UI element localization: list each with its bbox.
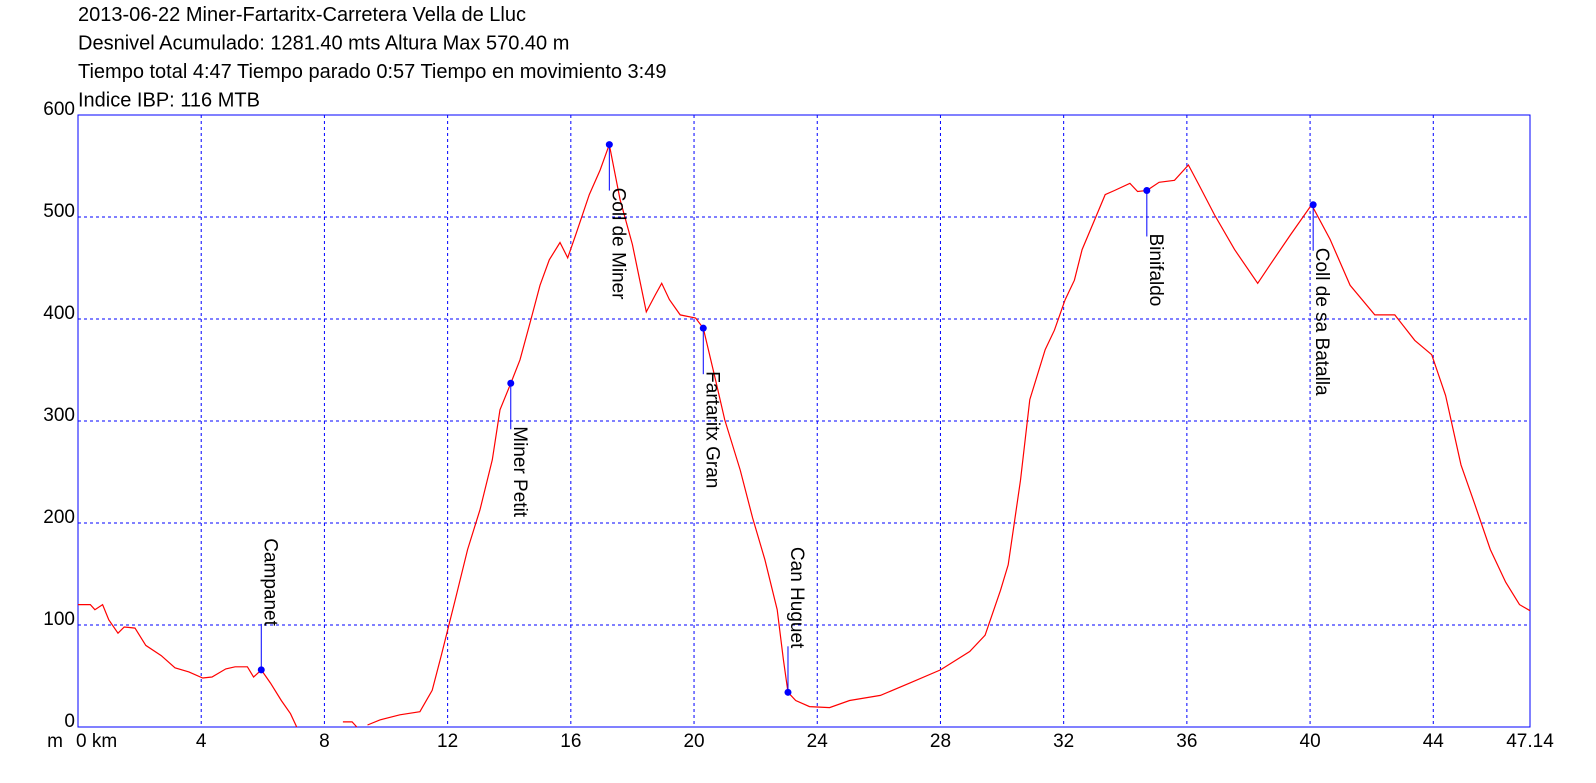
x-tick-label: 16 — [560, 731, 581, 752]
waypoint-label: Can Huguet — [786, 547, 807, 649]
y-tick-label: 100 — [43, 609, 75, 630]
waypoint-label: Fartaritx Gran — [701, 371, 722, 488]
x-tick-label: 24 — [807, 731, 829, 752]
title-line: Tiempo total 4:47 Tiempo parado 0:57 Tie… — [78, 61, 667, 83]
waypoint — [1309, 201, 1317, 209]
x-tick-label: 47.14 — [1506, 731, 1554, 752]
title-line: 2013-06-22 Miner-Fartaritx-Carretera Vel… — [78, 4, 526, 26]
waypoint-label: Coll de sa Batalla — [1311, 248, 1332, 396]
y-axis-label: m — [47, 731, 63, 752]
waypoint — [1143, 186, 1151, 194]
waypoint — [507, 379, 515, 387]
y-tick-label: 0 — [64, 711, 75, 732]
x-tick-label: 32 — [1053, 731, 1074, 752]
x-tick-label: 8 — [319, 731, 330, 752]
y-tick-label: 600 — [43, 99, 75, 120]
waypoint — [784, 688, 792, 696]
plot-border — [77, 114, 1531, 728]
waypoint-label: Binifaldo — [1145, 233, 1166, 306]
waypoint — [699, 324, 707, 332]
waypoint — [257, 666, 265, 674]
waypoint — [605, 141, 613, 149]
x-tick-label: 36 — [1176, 731, 1197, 752]
y-tick-label: 500 — [43, 201, 75, 222]
elevation-line — [78, 142, 1531, 728]
x-tick-label: 28 — [930, 731, 951, 752]
y-tick-label: 200 — [43, 507, 75, 528]
title-line: Desnivel Acumulado: 1281.40 mts Altura M… — [78, 33, 569, 55]
x-tick-label: 0 km — [76, 731, 117, 752]
x-tick-label: 20 — [683, 731, 704, 752]
y-tick-label: 400 — [43, 303, 75, 324]
y-tick-label: 300 — [43, 405, 75, 426]
waypoint-label: Campanet — [259, 538, 280, 626]
x-tick-label: 4 — [196, 731, 207, 752]
x-tick-label: 12 — [437, 731, 458, 752]
x-tick-label: 40 — [1300, 731, 1321, 752]
waypoint-label: Miner Petit — [509, 426, 530, 518]
x-tick-label: 44 — [1423, 731, 1445, 752]
waypoint-label: Coll de Miner — [607, 188, 628, 301]
title-line: Indice IBP: 116 MTB — [78, 90, 260, 112]
